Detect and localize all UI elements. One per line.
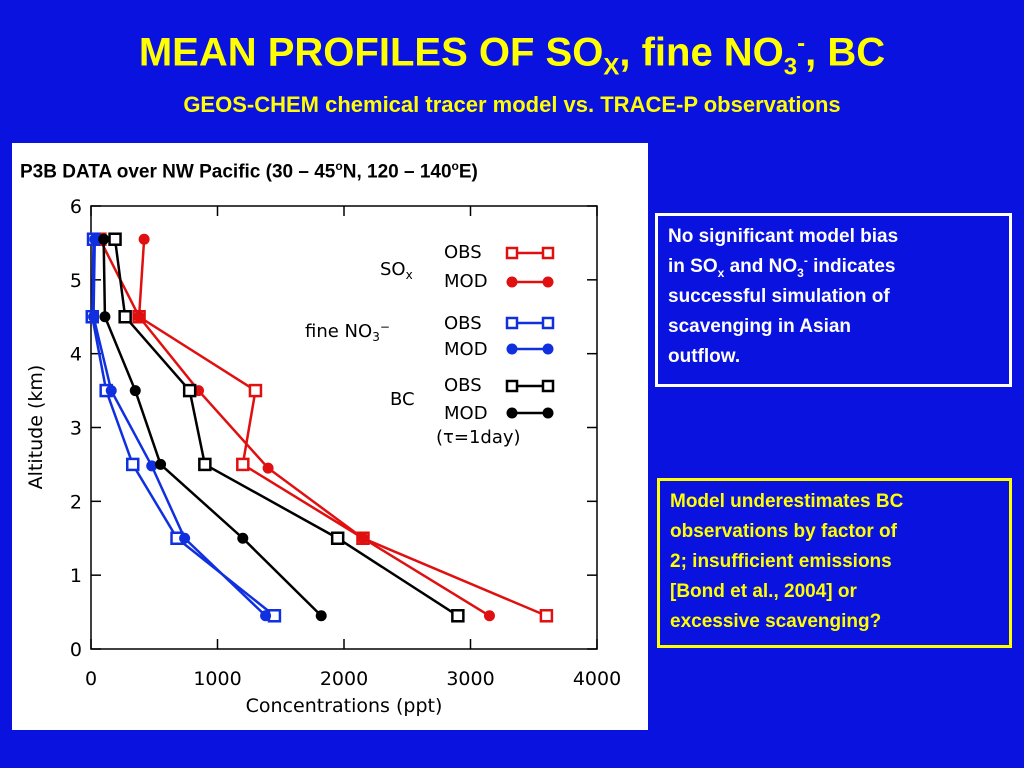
series-line-fine-no3-obs bbox=[91, 239, 276, 617]
note-bc-underestimate: Model underestimates BC observations by … bbox=[655, 476, 1014, 650]
series-sox-mod bbox=[133, 233, 495, 622]
y-tick-label: 0 bbox=[70, 639, 82, 661]
plot-frame bbox=[90, 205, 598, 650]
data-point-bc-mod bbox=[237, 532, 249, 544]
legend-sox-mod-swatch bbox=[506, 276, 554, 288]
y-tick-label: 1 bbox=[70, 565, 82, 587]
data-point-sox-mod bbox=[262, 462, 274, 474]
data-point-bc-mod bbox=[98, 233, 110, 245]
data-point-fine-no3-mod bbox=[89, 233, 101, 245]
y-tick-label: 4 bbox=[70, 344, 82, 366]
legend-bc-obs-swatch bbox=[505, 379, 555, 393]
data-point-sox-obs bbox=[236, 457, 250, 472]
series-line-sox-obs bbox=[98, 238, 547, 617]
x-tick-label: 4000 bbox=[573, 668, 621, 690]
data-point-sox-mod bbox=[133, 311, 145, 323]
x-tick-label: 3000 bbox=[446, 668, 494, 690]
data-point-sox-obs bbox=[248, 383, 263, 398]
profile-chart: 0 1000 2000 3000 4000 0 1 2 3 4 5 6 SOx OBS MOD fin… bbox=[25, 196, 621, 717]
legend-sox-mod-label: MOD bbox=[444, 271, 488, 292]
slide-subtitle: GEOS-CHEM chemical tracer model vs. TRAC… bbox=[183, 92, 841, 117]
series-bc-mod bbox=[98, 233, 327, 622]
panel-heading: P3B DATA over NW Pacific (30 – 45oN, 120… bbox=[20, 159, 478, 183]
data-point-sox-mod bbox=[138, 233, 150, 245]
x-tick-label: 0 bbox=[85, 668, 97, 690]
legend-no3-obs-swatch bbox=[505, 316, 555, 330]
y-tick-label: 6 bbox=[70, 196, 82, 218]
data-point-bc-mod bbox=[315, 610, 327, 622]
legend-bc-mod-swatch bbox=[506, 407, 554, 419]
note-model-bias: No significant model bias in SOx and NO3… bbox=[653, 211, 1014, 389]
legend-no3-obs-label: OBS bbox=[444, 313, 482, 334]
data-point-fine-no3-obs bbox=[125, 457, 140, 472]
series-fine-no3-obs bbox=[85, 232, 282, 623]
legend-no3-label: fine NO3− bbox=[305, 320, 390, 344]
data-point-fine-no3-mod bbox=[88, 311, 100, 323]
legend-sox-obs-label: OBS bbox=[444, 242, 482, 263]
data-point-fine-no3-mod bbox=[105, 385, 117, 397]
legend-bc-label: BC bbox=[390, 389, 415, 410]
y-tick-label: 3 bbox=[70, 418, 82, 440]
y-tick-label: 2 bbox=[70, 491, 82, 513]
data-point-bc-obs bbox=[330, 531, 345, 545]
legend-bc-obs-label: OBS bbox=[444, 375, 482, 396]
data-point-fine-no3-mod bbox=[179, 532, 191, 544]
data-point-sox-mod bbox=[483, 610, 495, 622]
data-point-bc-mod bbox=[129, 385, 141, 397]
legend-no3-mod-swatch bbox=[506, 343, 554, 355]
legend-no3-mod-label: MOD bbox=[444, 339, 488, 360]
data-point-fine-no3-mod bbox=[260, 610, 272, 622]
data-point-bc-mod bbox=[99, 311, 111, 323]
series-line-sox-mod bbox=[137, 239, 491, 617]
data-point-bc-mod bbox=[155, 458, 167, 470]
y-axis-label: Altitude (km) bbox=[25, 365, 47, 490]
legend-tau-note: (τ=1day) bbox=[436, 427, 521, 448]
legend-sox-obs-swatch bbox=[505, 246, 555, 260]
data-point-fine-no3-mod bbox=[146, 460, 158, 472]
data-point-bc-obs bbox=[118, 310, 132, 324]
data-point-bc-obs bbox=[108, 232, 122, 246]
data-point-bc-obs bbox=[451, 609, 465, 623]
x-axis-label: Concentrations (ppt) bbox=[246, 695, 443, 717]
legend-sox-label: SOx bbox=[380, 259, 413, 282]
legend-bc-mod-label: MOD bbox=[444, 403, 488, 424]
data-point-sox-mod bbox=[357, 532, 369, 544]
data-point-sox-obs bbox=[539, 609, 554, 623]
series-bc-obs bbox=[108, 232, 465, 623]
legend: SOx OBS MOD fine NO3− OBS MOD BC OBS MOD… bbox=[305, 242, 555, 448]
x-tick-label: 2000 bbox=[320, 668, 368, 690]
data-point-bc-obs bbox=[198, 457, 212, 472]
y-tick-label: 5 bbox=[70, 270, 82, 292]
slide-title: MEAN PROFILES OF SOX, fine NO3-, BC bbox=[138, 30, 886, 81]
x-tick-label: 1000 bbox=[193, 668, 241, 690]
series-line-bc-mod bbox=[102, 239, 323, 617]
data-point-bc-obs bbox=[182, 383, 197, 398]
chart-panel: P3B DATA over NW Pacific (30 – 45oN, 120… bbox=[12, 143, 648, 730]
series-line-fine-no3-mod bbox=[92, 239, 267, 617]
series-line-bc-obs bbox=[113, 239, 459, 617]
series-fine-no3-mod bbox=[88, 233, 272, 622]
